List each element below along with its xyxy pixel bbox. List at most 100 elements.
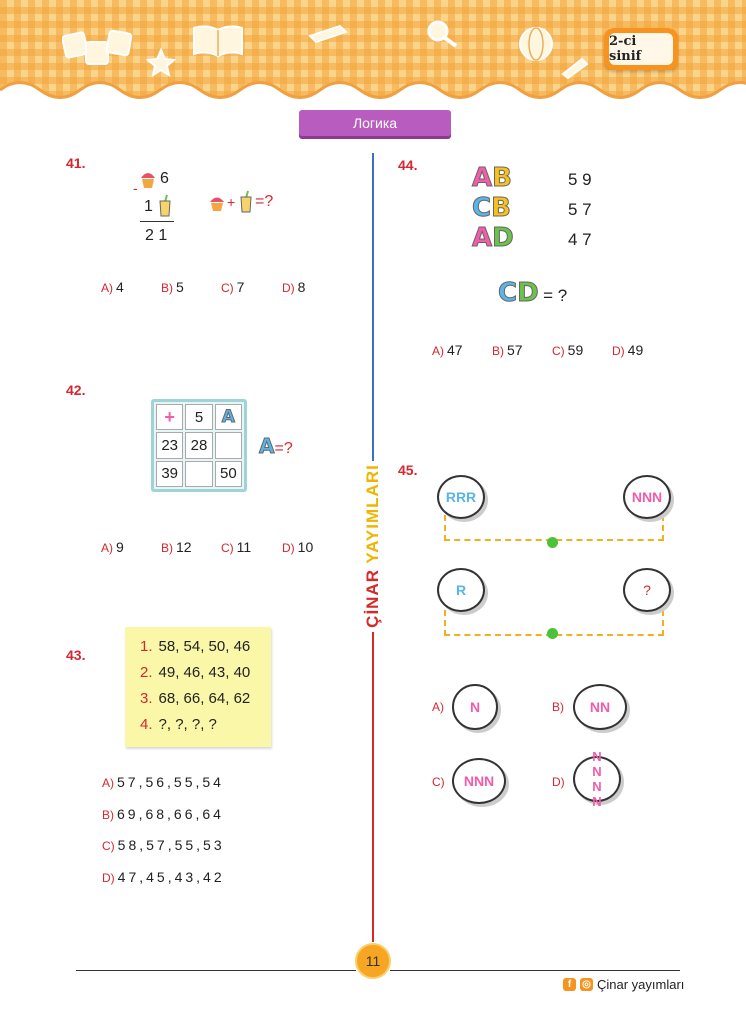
- weight-circle: R: [437, 568, 485, 612]
- answer-circle[interactable]: NN: [573, 684, 627, 730]
- answer-circle[interactable]: N: [452, 684, 498, 730]
- answer-option[interactable]: A) 4: [101, 279, 124, 295]
- q41-minus: -: [133, 180, 138, 196]
- answer-option[interactable]: D) 47,45,43,42: [102, 869, 225, 885]
- answer-option[interactable]: A) 9: [101, 539, 124, 555]
- question-number: 42.: [66, 382, 86, 398]
- answer-letter: C): [552, 344, 565, 358]
- sequence-text: 49, 46, 43, 40: [158, 664, 251, 681]
- answer-option[interactable]: C) 11: [221, 539, 251, 555]
- globe-icon: [519, 27, 553, 61]
- answer-option[interactable]: B): [552, 698, 567, 714]
- cupcake-icon: [210, 197, 224, 211]
- answer-option[interactable]: A) 57,56,55,54: [102, 774, 224, 790]
- answer-letter: B): [161, 281, 173, 295]
- sequence-line: 4. ?, ?, ?, ?: [140, 716, 217, 733]
- answer-letter: C): [221, 541, 234, 555]
- footer-brand-text: Çinar yayımları: [597, 977, 685, 992]
- letter-tile: B: [492, 163, 513, 194]
- grid-cell: 39: [156, 460, 184, 487]
- grid-cell: +: [156, 404, 184, 431]
- answer-value: 69,68,66,64: [117, 806, 224, 822]
- instagram-icon[interactable]: ◎: [580, 978, 593, 991]
- grade-badge-label: 2-ci sinif: [609, 33, 673, 65]
- juice-glass-icon: [159, 194, 171, 217]
- cupcake-icon: [141, 173, 155, 188]
- sticky-note: 1. 58, 54, 50, 46 2. 49, 46, 43, 40 3. 68, …: [125, 627, 271, 747]
- facebook-icon[interactable]: f: [563, 978, 576, 991]
- header-wave: [0, 81, 746, 110]
- answer-value: 59: [567, 342, 584, 358]
- letter-tile: D: [517, 278, 540, 309]
- answer-value: 57,56,55,54: [117, 774, 224, 790]
- sequence-number: 2.: [140, 664, 153, 681]
- letter-tile: A: [471, 223, 493, 254]
- weight-circle: RRR: [437, 475, 485, 519]
- answer-letter: D): [612, 344, 625, 358]
- column-divider-bottom: [372, 632, 374, 942]
- answer-value: 11: [236, 539, 252, 555]
- footer-rule-left: [76, 970, 356, 971]
- letter-tile: A: [471, 163, 493, 194]
- answer-letter: B): [492, 344, 504, 358]
- sequence-text: ?, ?, ?, ?: [158, 716, 217, 733]
- q41-plus: +: [227, 194, 236, 210]
- grid-cell: 23: [156, 432, 184, 459]
- letter-pair: CB: [471, 193, 511, 224]
- side-brand: ÇİNAR YAYIMLARI: [363, 464, 383, 628]
- q42-letter: A: [258, 434, 275, 459]
- answer-value: 7: [236, 279, 245, 295]
- answer-option[interactable]: A) 47: [432, 342, 463, 358]
- question-number: 44.: [398, 157, 418, 173]
- letter-tile: D: [492, 223, 515, 254]
- question-number: 45.: [398, 462, 418, 478]
- answer-option[interactable]: D) 8: [282, 279, 305, 295]
- answer-option[interactable]: C) 7: [221, 279, 244, 295]
- question-number: 43.: [66, 647, 86, 663]
- letter-tile: C: [471, 193, 492, 224]
- sequence-line: 2. 49, 46, 43, 40: [140, 664, 250, 681]
- answer-option[interactable]: D): [552, 773, 568, 789]
- sequence-line: 1. 58, 54, 50, 46: [140, 638, 250, 655]
- book-icon: [193, 25, 243, 58]
- sequence-text: 58, 54, 50, 46: [158, 638, 251, 655]
- side-brand-part2: YAYIMLARI: [363, 464, 382, 564]
- answer-letter: B): [102, 808, 114, 822]
- weight-circle: NNN: [623, 475, 671, 519]
- answer-option[interactable]: B) 5: [161, 279, 184, 295]
- answer-value: 10: [297, 539, 314, 555]
- q41-question: =?: [255, 193, 274, 210]
- grid-cell: 5: [185, 404, 213, 431]
- grade-badge: 2-ci sinif: [604, 28, 678, 70]
- answer-value: 5: [176, 279, 184, 295]
- answer-option[interactable]: C): [432, 773, 448, 789]
- answer-value: 8: [297, 279, 306, 295]
- answer-option[interactable]: C) 58,57,55,53: [102, 837, 225, 853]
- answer-value: 47: [447, 342, 463, 358]
- answer-option[interactable]: B) 12: [161, 539, 192, 555]
- answer-option[interactable]: D) 49: [612, 342, 643, 358]
- answer-letter: A): [432, 344, 444, 358]
- answer-letter: A): [101, 281, 113, 295]
- answer-letter: A): [432, 700, 444, 714]
- answer-value: 57: [507, 342, 523, 358]
- answer-option[interactable]: A): [432, 698, 447, 714]
- pair-value: 4 7: [568, 230, 592, 249]
- pencil-icon: [308, 24, 348, 44]
- answer-option[interactable]: B) 57: [492, 342, 523, 358]
- answer-letter: D): [552, 775, 565, 789]
- answer-option[interactable]: C) 59: [552, 342, 583, 358]
- answer-option[interactable]: B) 69,68,66,64: [102, 806, 224, 822]
- letter-pair: AD: [471, 223, 515, 254]
- pencil-small-icon: [561, 57, 589, 80]
- grid-cell: 50: [214, 460, 242, 487]
- pivot-dot: [547, 628, 558, 639]
- answer-circle[interactable]: N N N N: [573, 749, 621, 809]
- side-brand-part1: ÇİNAR: [363, 568, 382, 628]
- answer-value: 47,45,43,42: [117, 869, 225, 885]
- answer-letter: D): [282, 541, 295, 555]
- answer-option[interactable]: D) 10: [282, 539, 313, 555]
- answer-circle[interactable]: NNN: [452, 758, 506, 804]
- q41-sum-line: [140, 221, 174, 222]
- q41-mid-value: 1: [144, 198, 153, 215]
